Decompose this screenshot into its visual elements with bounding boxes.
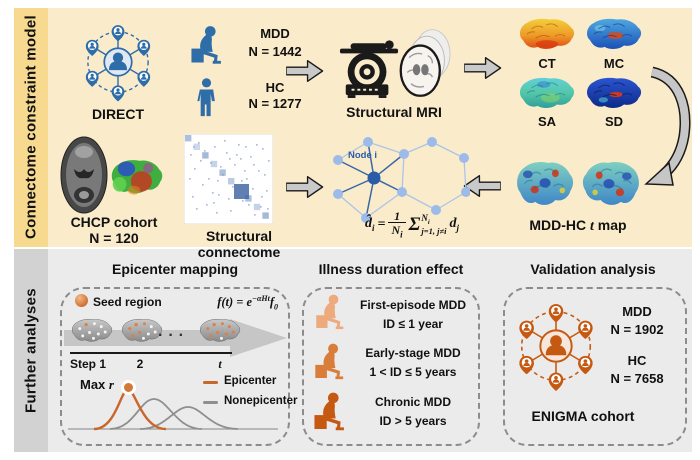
- mc-brain-map: [586, 18, 642, 49]
- sd-label: SD: [604, 114, 624, 129]
- bottom-section-background: [48, 249, 692, 452]
- arrow-right-icon: [285, 175, 325, 199]
- sa-label: SA: [537, 114, 557, 129]
- mdd-label: MDD: [260, 26, 290, 41]
- validation-hc-n: N = 7658: [610, 371, 664, 386]
- stept-brain-icon: [199, 319, 241, 342]
- tmap-label: MDD-HC t map: [529, 217, 627, 234]
- bottom-section-side-label: Further analyses: [14, 249, 48, 452]
- enigma-network-icon: [509, 293, 603, 399]
- node-degree-formula: d̂i = 1 Ni Σ Ni j=1, j≠i dj: [364, 209, 460, 240]
- chronic-person-icon: [314, 392, 344, 431]
- epicenter-legend-dash: [203, 381, 218, 384]
- step2-label: 2: [136, 357, 144, 371]
- max-r-label: Max r: [80, 377, 114, 392]
- epicenter-box: [60, 287, 290, 446]
- chcp-axial-brain: [60, 136, 108, 214]
- ct-brain-map: [519, 18, 575, 49]
- direct-label: DIRECT: [91, 106, 145, 122]
- mri-scanner-icon: [339, 40, 399, 98]
- mdd-hc-tmap-brains: [517, 162, 639, 205]
- chcp-n: N = 120: [89, 230, 139, 246]
- mc-label: MC: [603, 56, 625, 71]
- mdd-sitting-person-icon: [191, 26, 221, 64]
- connectome-matrix: [184, 134, 273, 224]
- sd-brain-map: [586, 77, 642, 108]
- step-axis-line: [70, 352, 232, 354]
- node-i-label: Node i: [348, 150, 378, 161]
- early-stage-person-icon: [315, 343, 344, 380]
- chronic-label: Chronic MDD: [375, 395, 451, 409]
- step1-label: Step 1: [70, 357, 107, 371]
- chronic-duration: ID > 5 years: [379, 414, 447, 428]
- max-r-peak-dot: [121, 380, 136, 395]
- illness-box: [302, 287, 480, 446]
- arrow-right-icon: [463, 56, 503, 80]
- step2-brain-icon: [121, 319, 163, 342]
- brain-slices-icon: [399, 29, 451, 97]
- diffusion-formula: f(t) = e−αHtf0: [217, 294, 278, 312]
- illness-title: Illness duration effect: [318, 261, 464, 277]
- first-episode-label: First-episode MDD: [359, 298, 466, 312]
- chcp-label: CHCP cohort: [70, 214, 158, 230]
- ellipsis-dots: ···: [158, 327, 189, 344]
- node-network-diagram: [333, 137, 470, 223]
- epicenter-curves: [68, 387, 278, 431]
- chcp-tractography-brain: [111, 160, 163, 195]
- mdd-n: N = 1442: [248, 44, 302, 59]
- first-episode-duration: ID ≤ 1 year: [383, 317, 443, 331]
- first-episode-person-icon: [316, 294, 344, 330]
- validation-mdd-label: MDD: [622, 304, 652, 319]
- nonepicenter-legend-dash: [203, 401, 218, 404]
- top-section-side-label: Connectome constraint model: [14, 8, 48, 247]
- validation-title: Validation analysis: [530, 261, 656, 277]
- curved-arrow-icon: [644, 66, 691, 186]
- seed-region-label: Seed region: [93, 295, 162, 309]
- hc-standing-person-icon: [197, 78, 215, 117]
- hc-label: HC: [265, 80, 285, 95]
- validation-mdd-n: N = 1902: [610, 322, 664, 337]
- direct-network-icon: [72, 19, 164, 105]
- stept-label: t: [218, 357, 222, 371]
- epicenter-title: Epicenter mapping: [111, 261, 239, 277]
- sa-brain-map: [519, 77, 575, 108]
- epicenter-legend-label: Epicenter: [224, 375, 277, 387]
- validation-hc-label: HC: [627, 353, 647, 368]
- hc-n: N = 1277: [248, 96, 302, 111]
- step1-brain-icon: [71, 319, 113, 342]
- early-stage-label: Early-stage MDD: [365, 346, 461, 360]
- connectome-label: Structural connectome: [197, 228, 281, 260]
- structural-mri-label: Structural MRI: [346, 104, 442, 120]
- validation-box: [503, 287, 687, 446]
- arrow-right-icon: [285, 59, 325, 83]
- ct-label: CT: [538, 56, 556, 71]
- enigma-cohort-label: ENIGMA cohort: [531, 408, 635, 424]
- nonepicenter-legend-label: Nonepicenter: [224, 395, 298, 407]
- seed-region-icon: [75, 294, 88, 307]
- early-stage-duration: 1 < ID ≤ 5 years: [369, 365, 457, 379]
